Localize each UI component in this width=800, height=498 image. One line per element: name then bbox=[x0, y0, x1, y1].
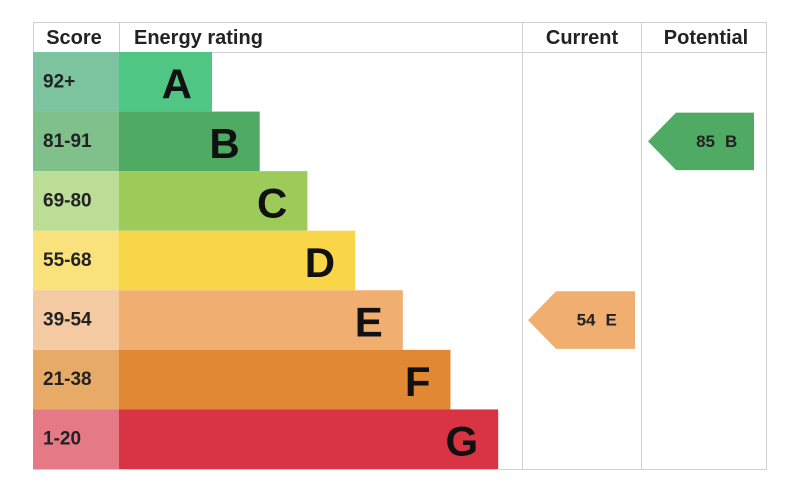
rating-bar bbox=[119, 111, 260, 172]
score-cell bbox=[33, 409, 119, 469]
potential-rating: B bbox=[725, 132, 737, 151]
rating-bar bbox=[119, 290, 403, 350]
score-range: 69-80 bbox=[43, 190, 92, 211]
score-range: 39-54 bbox=[43, 310, 92, 331]
rating-letter: E bbox=[355, 299, 383, 346]
current-arrow bbox=[528, 291, 635, 349]
score-cell bbox=[33, 52, 119, 112]
header: Energy rating bbox=[134, 27, 263, 49]
score-range: 92+ bbox=[43, 71, 75, 92]
rating-letter: G bbox=[446, 418, 479, 465]
score-range: 1-20 bbox=[43, 429, 81, 450]
rating-letter: B bbox=[209, 120, 239, 167]
score-range: 21-38 bbox=[43, 369, 92, 390]
rating-bar bbox=[119, 409, 499, 469]
header: Potential bbox=[664, 27, 748, 49]
score-range: 81-91 bbox=[43, 131, 92, 152]
score-cell bbox=[33, 290, 119, 350]
rating-letter: F bbox=[405, 358, 431, 405]
current-score: 54 bbox=[577, 311, 596, 330]
rating-letter: C bbox=[257, 179, 287, 226]
potential-arrow bbox=[648, 112, 754, 171]
rating-bar bbox=[119, 349, 451, 410]
potential-score: 85 bbox=[696, 132, 715, 151]
rating-letter: D bbox=[305, 239, 335, 286]
header: Score bbox=[46, 27, 102, 49]
score-cell bbox=[33, 349, 119, 410]
rating-letter: A bbox=[162, 60, 192, 107]
score-cell bbox=[33, 230, 119, 291]
score-range: 55-68 bbox=[43, 250, 92, 271]
rating-bar bbox=[119, 171, 308, 231]
rating-bar bbox=[119, 52, 212, 112]
current-rating: E bbox=[606, 311, 617, 330]
score-cell bbox=[33, 111, 119, 172]
header: Current bbox=[546, 27, 619, 49]
score-cell bbox=[33, 171, 119, 231]
rating-bar bbox=[119, 230, 356, 291]
